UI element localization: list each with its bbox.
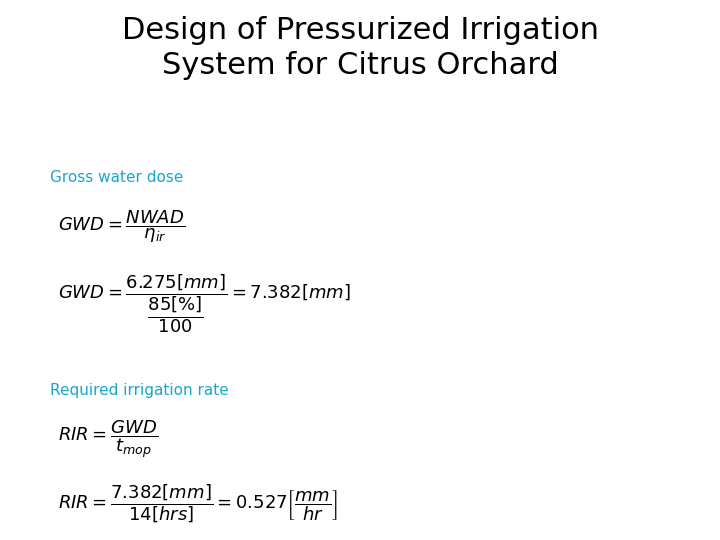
Text: $\mathit{GWD} = \dfrac{\mathit{NWAD}}{\eta_{ir}}$: $\mathit{GWD} = \dfrac{\mathit{NWAD}}{\e… bbox=[58, 208, 185, 245]
Text: Design of Pressurized Irrigation
System for Citrus Orchard: Design of Pressurized Irrigation System … bbox=[122, 16, 598, 80]
Text: $\mathit{RIR} = \dfrac{\mathit{GWD}}{t_{mop}}$: $\mathit{RIR} = \dfrac{\mathit{GWD}}{t_{… bbox=[58, 418, 158, 460]
Text: $\mathit{GWD} = \dfrac{6.275\left[\mathit{mm}\right]}{\dfrac{85\left[\%\right]}{: $\mathit{GWD} = \dfrac{6.275\left[\mathi… bbox=[58, 273, 351, 335]
Text: Gross water dose: Gross water dose bbox=[50, 170, 184, 185]
Text: $\mathit{RIR} = \dfrac{7.382\left[\mathit{mm}\right]}{14\left[\mathit{hrs}\right: $\mathit{RIR} = \dfrac{7.382\left[\mathi… bbox=[58, 483, 338, 525]
Text: Required irrigation rate: Required irrigation rate bbox=[50, 383, 229, 399]
